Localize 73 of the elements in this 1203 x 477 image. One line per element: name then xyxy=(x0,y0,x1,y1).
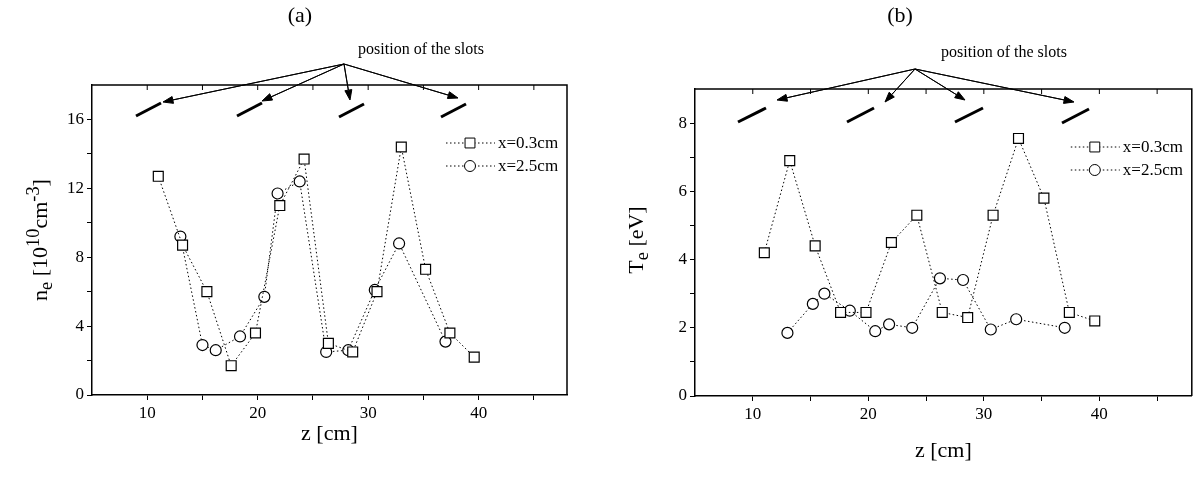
point xyxy=(784,155,796,167)
point xyxy=(956,273,970,287)
point xyxy=(298,153,310,165)
point xyxy=(233,330,247,343)
point xyxy=(869,325,882,338)
point xyxy=(395,141,407,153)
point xyxy=(1058,321,1071,334)
point xyxy=(249,327,262,339)
x-tick-label: 20 xyxy=(859,403,877,423)
y-tick-label: 12 xyxy=(67,177,84,197)
chart-title: (a) xyxy=(286,2,314,28)
point xyxy=(274,200,286,212)
y-tick-label: 4 xyxy=(75,315,85,335)
point xyxy=(152,170,164,182)
point xyxy=(177,239,189,251)
point xyxy=(258,290,271,303)
point xyxy=(322,337,334,349)
point xyxy=(444,327,456,339)
point xyxy=(1012,132,1025,145)
x-tick-label: 20 xyxy=(249,402,267,422)
text: position of the slots xyxy=(358,40,484,58)
x-tick-label: 30 xyxy=(359,402,377,422)
x-tick-label: 10 xyxy=(138,402,156,422)
point xyxy=(984,323,997,336)
point xyxy=(911,209,923,221)
x-tick-label: 10 xyxy=(744,403,762,423)
point xyxy=(758,247,770,259)
point xyxy=(1089,315,1101,327)
point xyxy=(806,297,819,310)
x-tick-label: 30 xyxy=(975,403,993,423)
point xyxy=(809,240,821,252)
point xyxy=(1038,192,1050,204)
y-tick-label: 6 xyxy=(678,180,687,200)
point xyxy=(885,236,897,249)
point xyxy=(209,344,222,357)
legend-label: x=2.5cm xyxy=(498,156,559,176)
y-tick-label: 8 xyxy=(678,112,687,132)
point xyxy=(818,287,831,300)
y-tick-label: 8 xyxy=(75,246,84,266)
point xyxy=(293,175,306,188)
point xyxy=(933,272,947,285)
point xyxy=(883,318,896,331)
x-axis-title: z [cm] xyxy=(301,419,358,445)
point xyxy=(781,326,794,339)
x-axis-title: z [cm] xyxy=(915,436,972,462)
legend-label: x=0.3cm xyxy=(498,133,559,153)
point xyxy=(468,351,480,363)
point xyxy=(392,237,406,250)
point xyxy=(196,338,209,352)
point xyxy=(936,306,948,318)
point xyxy=(1063,306,1075,318)
y-tick-label: 0 xyxy=(678,385,687,405)
x-tick-label: 40 xyxy=(470,402,488,422)
text: position of the slots xyxy=(941,43,1067,61)
point xyxy=(420,263,432,275)
y-tick-label: 0 xyxy=(75,384,84,404)
legend-label: x=0.3cm xyxy=(1122,137,1183,157)
x-tick-label: 40 xyxy=(1090,403,1108,423)
y-tick-label: 16 xyxy=(67,108,84,128)
y-tick-label: 4 xyxy=(678,249,688,269)
legend-label: x=2.5cm xyxy=(1122,160,1183,180)
point xyxy=(835,306,847,318)
chart-title: (b) xyxy=(886,2,914,28)
y-tick-label: 2 xyxy=(678,317,687,337)
point xyxy=(225,360,237,372)
point xyxy=(962,312,974,324)
point xyxy=(347,346,359,358)
point xyxy=(906,321,919,334)
point xyxy=(860,306,872,318)
point xyxy=(201,286,213,298)
point xyxy=(987,209,999,221)
point xyxy=(271,187,284,200)
point xyxy=(1010,313,1023,326)
